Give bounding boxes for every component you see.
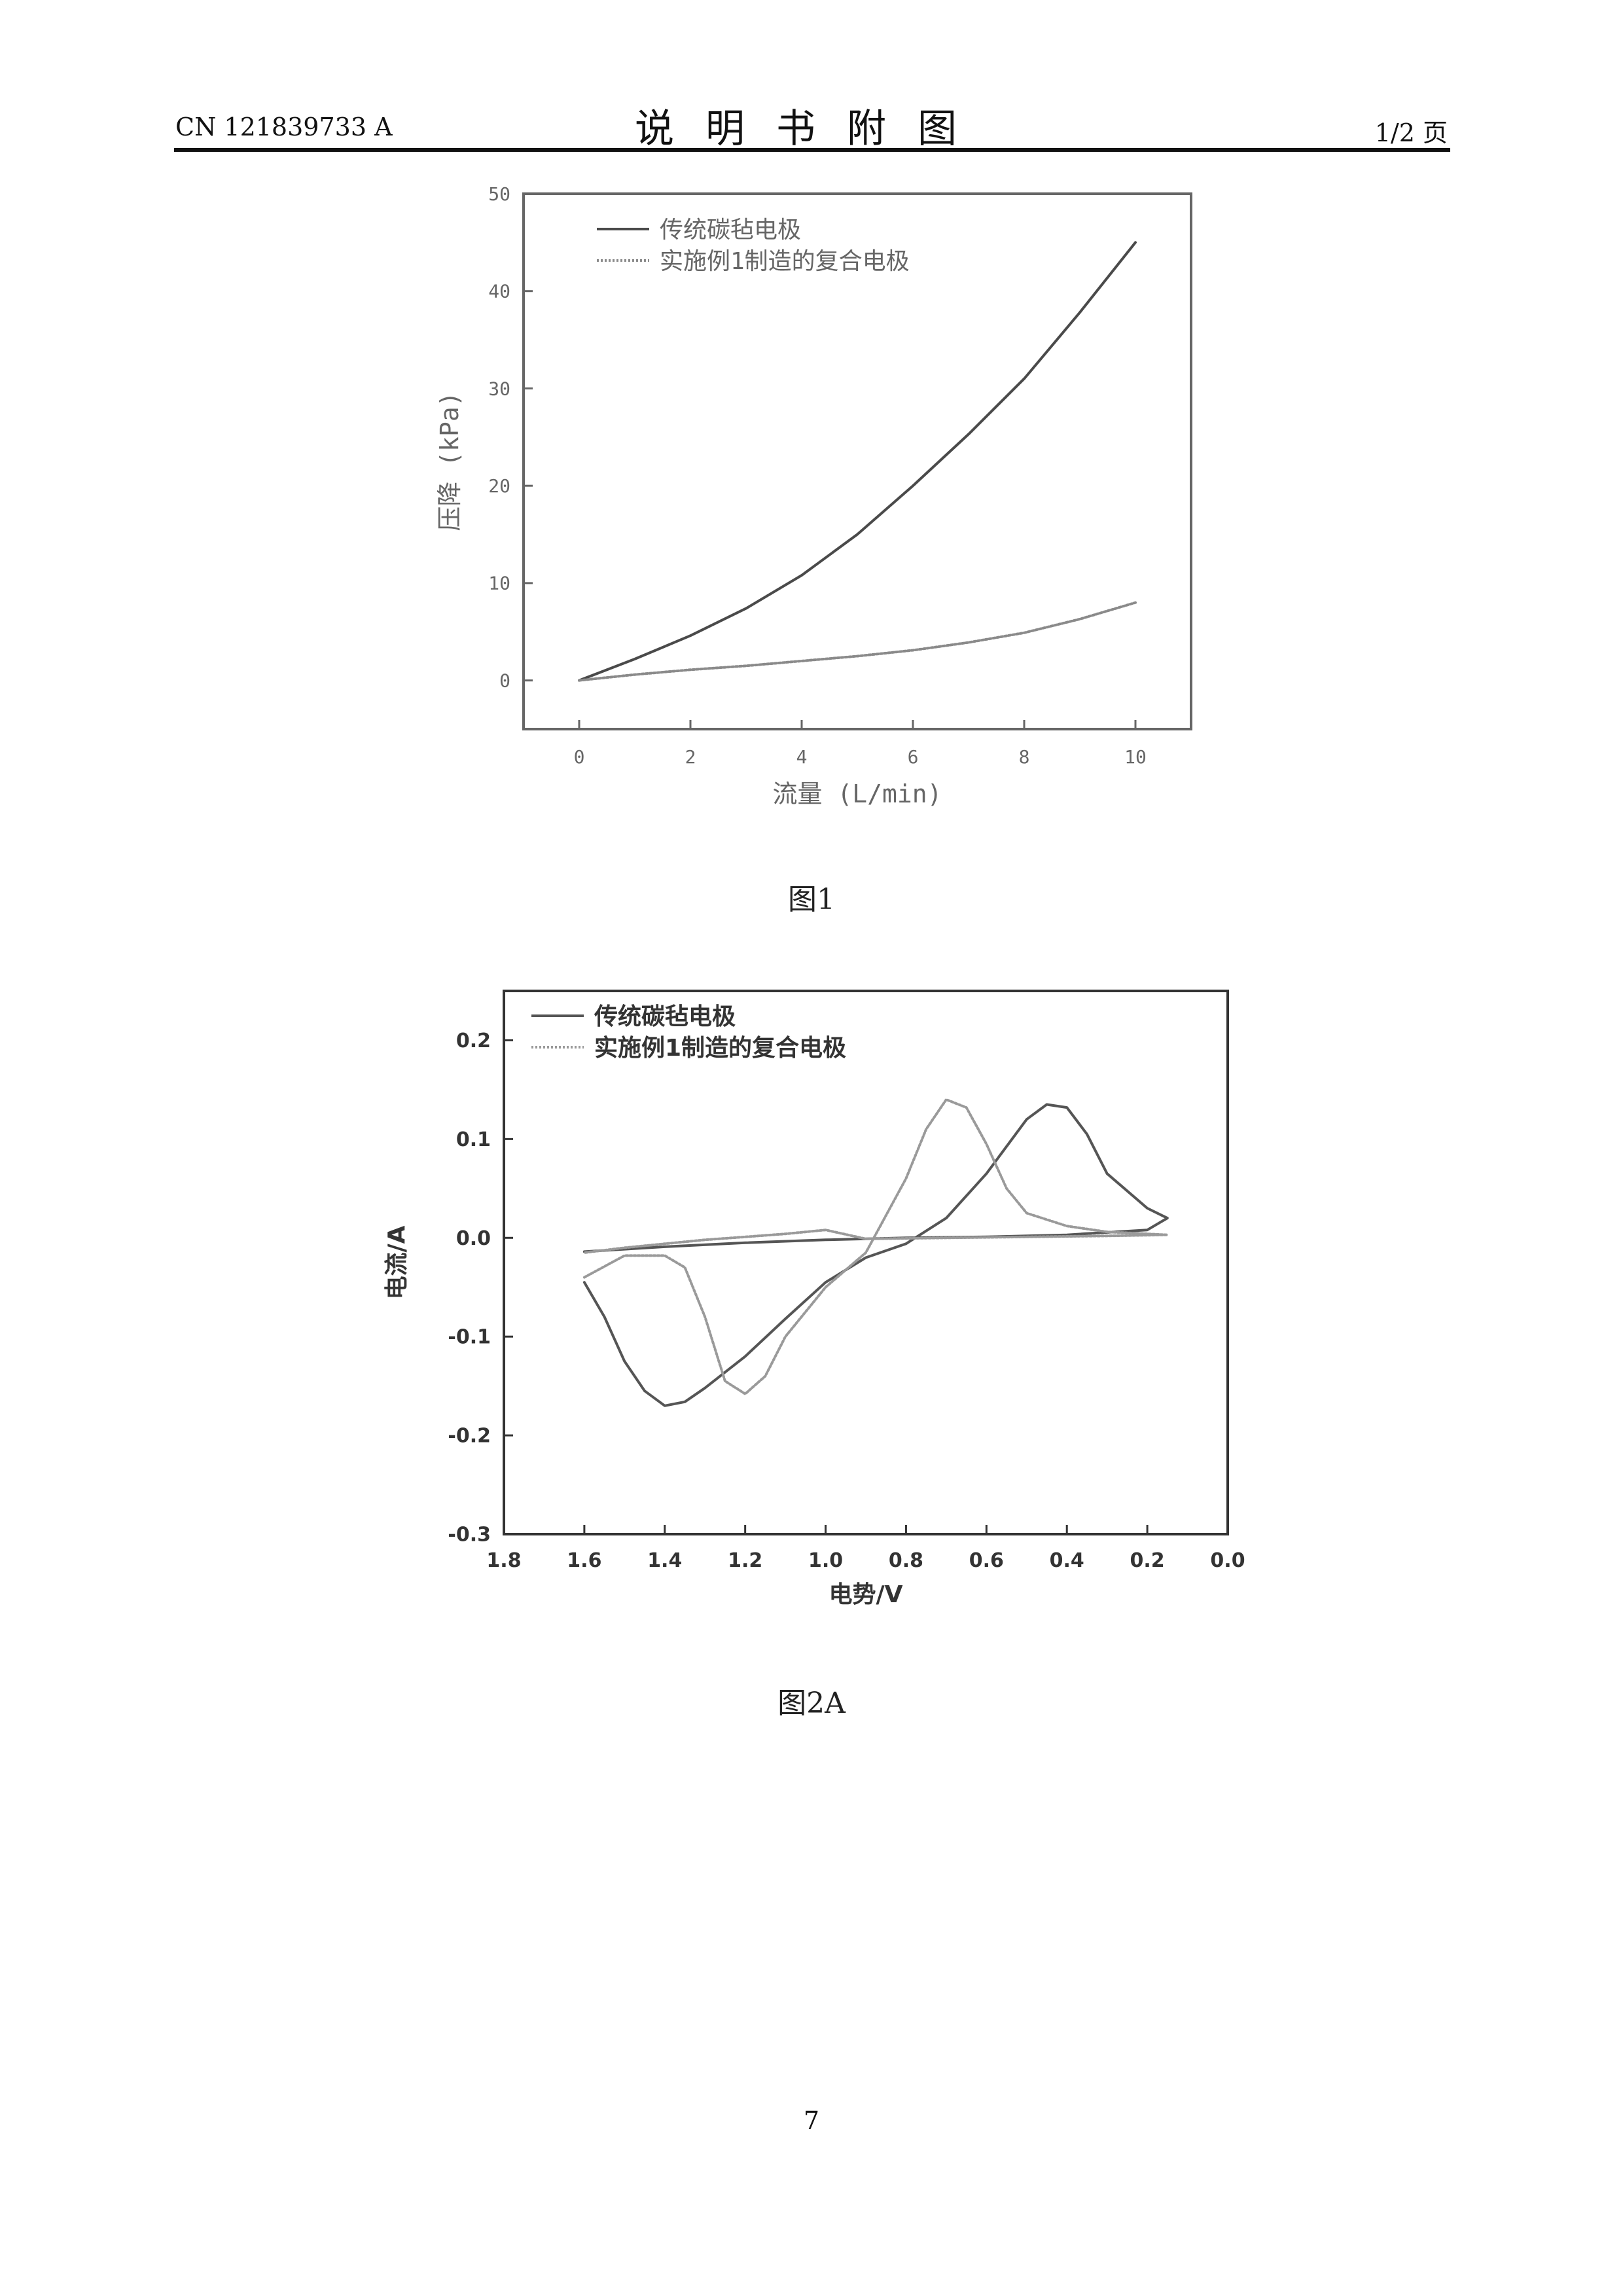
x-tick-label: 1.2 [728, 1549, 762, 1572]
y-tick-label: 0.0 [456, 1227, 491, 1250]
y-tick-label: 0 [499, 670, 510, 691]
y-tick-label: 20 [488, 475, 510, 497]
x-tick-label: 0 [574, 746, 585, 768]
x-tick-label: 2 [685, 746, 696, 768]
plot-frame [522, 192, 1192, 730]
y-axis-label: 压降 (kPa) [435, 391, 464, 531]
y-tick-label: 40 [488, 281, 510, 302]
page-title: 说明书附图 [635, 106, 988, 152]
y-axis-label: 电流/A [383, 1225, 410, 1299]
x-tick-label: 1.4 [647, 1549, 682, 1572]
series-line-conventional [578, 241, 1137, 682]
series-line-composite [582, 1098, 1169, 1395]
plot-frame [503, 990, 1229, 1535]
series-line-conventional [582, 1103, 1169, 1407]
x-tick-label: 1.8 [486, 1549, 521, 1572]
x-tick-label: 6 [908, 746, 919, 768]
page-number: 7 [803, 2106, 820, 2135]
y-tick-label: 10 [488, 573, 510, 594]
y-tick-label: -0.1 [448, 1326, 491, 1349]
figure-caption-1: 图1 [788, 883, 835, 916]
legend-label: 实施例1制造的复合电极 [660, 248, 910, 275]
x-tick-label: 10 [1124, 746, 1147, 768]
x-tick-label: 4 [796, 746, 808, 768]
y-tick-label: -0.2 [448, 1425, 491, 1448]
header-rule [174, 148, 1450, 152]
y-tick-label: 30 [488, 378, 510, 399]
y-tick-label: -0.3 [448, 1524, 491, 1547]
legend-label: 传统碳毡电极 [660, 217, 801, 243]
page-fraction: 1/2 页 [1374, 118, 1448, 147]
x-tick-label: 0.6 [969, 1549, 1004, 1572]
x-tick-label: 1.0 [808, 1549, 843, 1572]
y-tick-label: 0.1 [456, 1128, 491, 1151]
legend-label: 传统碳毡电极 [594, 1003, 736, 1030]
x-axis-label: 电势/V [829, 1581, 902, 1608]
x-tick-label: 1.6 [567, 1549, 601, 1572]
figure-caption-2a: 图2A [777, 1687, 846, 1720]
x-tick-label: 0.0 [1210, 1549, 1245, 1572]
x-axis-label: 流量 (L/min) [772, 780, 942, 808]
series-line-composite [578, 601, 1137, 682]
x-tick-label: 0.2 [1130, 1549, 1165, 1572]
y-tick-label: 0.2 [456, 1030, 491, 1052]
chart-pressure-drop: 0 2 4 6 8 10 0 10 20 30 40 50 流量 (L/min) 压降 (kPa) 传统碳毡… [435, 183, 1192, 808]
chart-cyclic-voltammetry: 1.8 1.6 1.4 1.2 1.0 0.8 0.6 0.4 0.2 0.0 0.2 0.1 0.0 -… [383, 990, 1245, 1608]
x-tick-label: 8 [1019, 746, 1030, 768]
x-tick-label: 0.8 [889, 1549, 923, 1572]
y-tick-label: 50 [488, 183, 510, 205]
x-tick-label: 0.4 [1050, 1549, 1084, 1572]
patent-number: CN 121839733 A [175, 113, 393, 141]
legend-label: 实施例1制造的复合电极 [594, 1035, 846, 1062]
